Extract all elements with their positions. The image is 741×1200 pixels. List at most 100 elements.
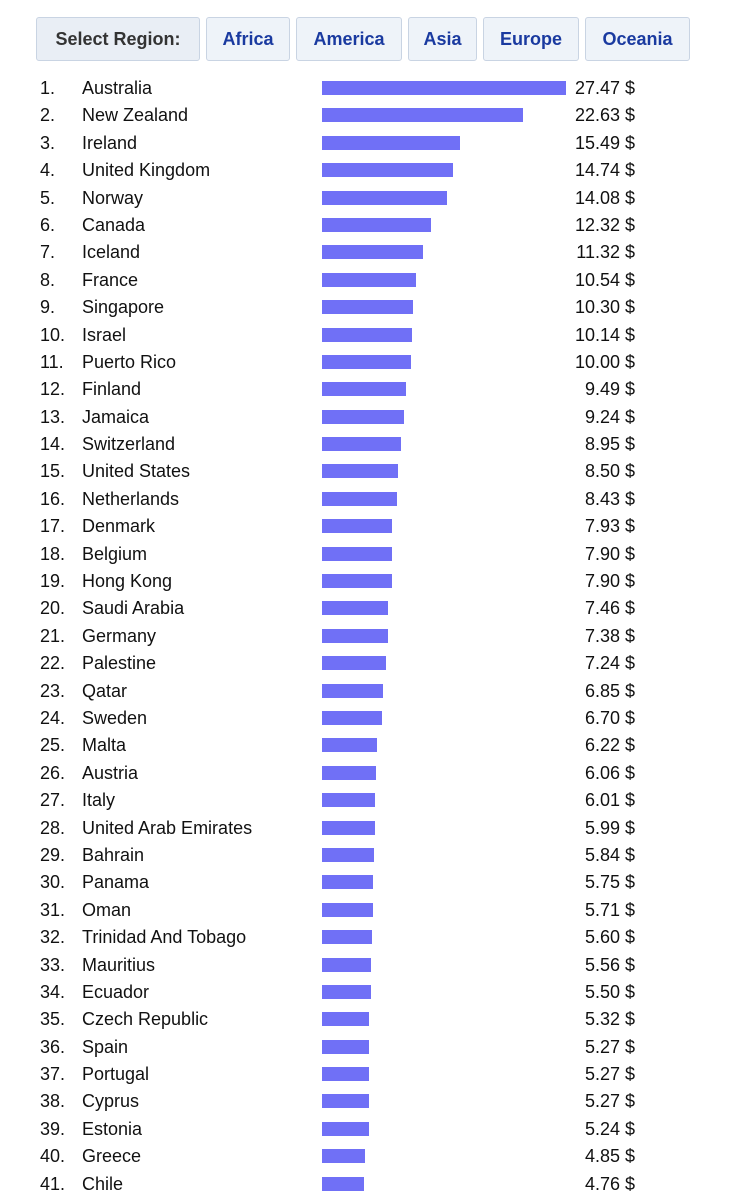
rank-number: 24.: [40, 707, 66, 728]
ranking-row: 31. Oman 5.71 $: [0, 896, 741, 923]
country-name: Saudi Arabia: [82, 598, 185, 619]
value-bar: [322, 245, 423, 260]
rank-number: 11.: [40, 351, 64, 372]
ranking-row: 4. United Kingdom 14.74 $: [0, 156, 741, 183]
value-label: 10.54 $: [574, 269, 635, 290]
value-bar: [322, 957, 371, 972]
value-label: 8.50 $: [584, 461, 635, 482]
ranking-row: 3. Ireland 15.49 $: [0, 129, 741, 156]
country-name: New Zealand: [82, 105, 189, 126]
select-region-label: Select Region:: [36, 17, 200, 61]
value-label: 11.32 $: [576, 242, 635, 263]
country-name: Canada: [82, 214, 146, 235]
value-label: 12.32 $: [574, 214, 635, 235]
value-label: 6.70 $: [584, 707, 635, 728]
value-label: 7.24 $: [584, 653, 635, 674]
country-name: Portugal: [82, 1064, 150, 1085]
rank-number: 19.: [40, 571, 66, 592]
country-name: Spain: [82, 1036, 129, 1057]
ranking-row: 27. Italy 6.01 $: [0, 786, 741, 813]
country-name: Palestine: [82, 653, 157, 674]
rank-number: 15.: [40, 461, 66, 482]
rank-number: 22.: [40, 653, 66, 674]
ranking-row: 38. Cyprus 5.27 $: [0, 1087, 741, 1114]
value-bar: [322, 656, 386, 671]
rank-number: 25.: [40, 735, 66, 756]
value-bar: [322, 217, 431, 232]
country-name: Trinidad And Tobago: [82, 927, 247, 948]
region-button-asia[interactable]: Asia: [408, 17, 477, 61]
country-name: Iceland: [82, 242, 141, 263]
ranking-row: 34. Ecuador 5.50 $: [0, 978, 741, 1005]
ranking-row: 17. Denmark 7.93 $: [0, 512, 741, 539]
value-bar: [322, 574, 392, 589]
value-label: 5.24 $: [584, 1118, 635, 1139]
value-label: 9.49 $: [584, 379, 635, 400]
country-name: Qatar: [82, 680, 128, 701]
value-bar: [322, 875, 373, 890]
ranking-row: 19. Hong Kong 7.90 $: [0, 567, 741, 594]
region-button-europe[interactable]: Europe: [483, 17, 579, 61]
value-bar: [322, 984, 371, 999]
ranking-row: 22. Palestine 7.24 $: [0, 649, 741, 676]
region-button-america[interactable]: America: [296, 17, 402, 61]
rank-number: 20.: [40, 598, 66, 619]
rank-number: 28.: [40, 817, 66, 838]
value-bar: [322, 108, 523, 123]
value-bar: [322, 382, 406, 397]
country-ranking-list: 1. Australia 27.47 $ 2. New Zealand 22.63 $ 3.…: [0, 74, 741, 1197]
country-name: United States: [82, 461, 191, 482]
region-selector: Select Region: Africa America Asia Europ…: [36, 17, 690, 61]
ranking-row: 9. Singapore 10.30 $: [0, 293, 741, 320]
value-bar: [322, 327, 412, 342]
region-button-oceania[interactable]: Oceania: [585, 17, 690, 61]
rank-number: 33.: [40, 954, 66, 975]
rank-number: 6.: [40, 214, 56, 235]
ranking-row: 37. Portugal 5.27 $: [0, 1060, 741, 1087]
ranking-row: 15. United States 8.50 $: [0, 457, 741, 484]
value-label: 6.01 $: [584, 790, 635, 811]
rank-number: 39.: [40, 1118, 66, 1139]
ranking-row: 24. Sweden 6.70 $: [0, 704, 741, 731]
value-bar: [322, 163, 453, 178]
rank-number: 14.: [40, 434, 66, 455]
ranking-row: 10. Israel 10.14 $: [0, 321, 741, 348]
rank-number: 18.: [40, 543, 66, 564]
value-label: 5.75 $: [584, 872, 635, 893]
value-label: 10.14 $: [574, 324, 635, 345]
value-bar: [322, 1067, 369, 1082]
rank-number: 4.: [40, 160, 56, 181]
ranking-row: 41. Chile 4.76 $: [0, 1170, 741, 1197]
country-name: Chile: [82, 1173, 124, 1194]
value-label: 6.06 $: [584, 762, 635, 783]
value-label: 5.71 $: [584, 899, 635, 920]
value-bar: [322, 300, 413, 315]
ranking-row: 29. Bahrain 5.84 $: [0, 841, 741, 868]
ranking-row: 5. Norway 14.08 $: [0, 184, 741, 211]
value-bar: [322, 601, 388, 616]
rank-number: 40.: [40, 1146, 66, 1167]
ranking-row: 20. Saudi Arabia 7.46 $: [0, 594, 741, 621]
rank-number: 37.: [40, 1064, 66, 1085]
rank-number: 41.: [40, 1173, 66, 1194]
ranking-row: 13. Jamaica 9.24 $: [0, 403, 741, 430]
value-bar: [322, 930, 372, 945]
value-bar: [322, 272, 416, 287]
ranking-row: 1. Australia 27.47 $: [0, 74, 741, 101]
country-name: Bahrain: [82, 844, 145, 865]
rank-number: 7.: [40, 242, 56, 263]
ranking-row: 2. New Zealand 22.63 $: [0, 101, 741, 128]
ranking-row: 11. Puerto Rico 10.00 $: [0, 348, 741, 375]
value-label: 10.30 $: [574, 297, 635, 318]
ranking-row: 21. Germany 7.38 $: [0, 622, 741, 649]
country-name: Czech Republic: [82, 1009, 209, 1030]
value-bar: [322, 190, 447, 205]
rank-number: 27.: [40, 790, 66, 811]
ranking-row: 35. Czech Republic 5.32 $: [0, 1005, 741, 1032]
region-button-africa[interactable]: Africa: [206, 17, 290, 61]
ranking-row: 16. Netherlands 8.43 $: [0, 485, 741, 512]
value-bar: [322, 409, 404, 424]
value-label: 8.95 $: [584, 434, 635, 455]
ranking-row: 36. Spain 5.27 $: [0, 1033, 741, 1060]
value-label: 5.99 $: [584, 817, 635, 838]
